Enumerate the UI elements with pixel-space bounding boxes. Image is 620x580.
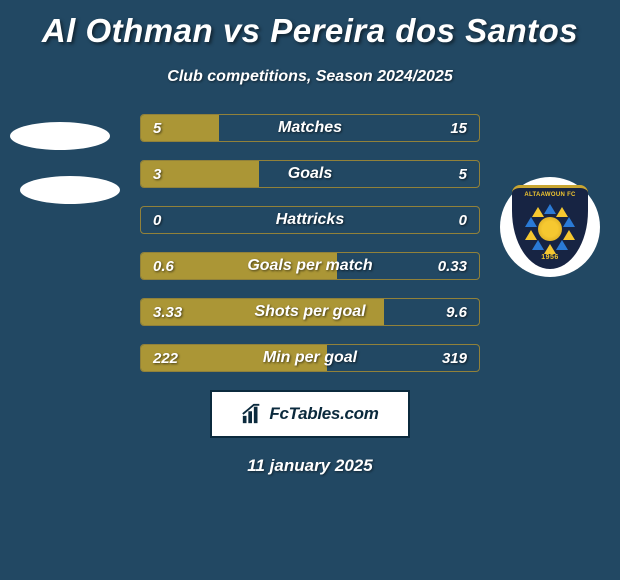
star-icon (556, 240, 568, 250)
stat-bar: 0 0Hattricks (140, 206, 480, 234)
stat-value-right: 0.33 (438, 253, 467, 279)
star-icon (525, 230, 537, 240)
stat-value-right: 15 (450, 115, 467, 141)
star-icon (532, 240, 544, 250)
team-badge-right: ALTAAWOUN FC 1956 (500, 177, 600, 277)
avatar-placeholder (20, 176, 120, 204)
bar-chart-icon (241, 403, 263, 425)
stat-value-right: 5 (459, 161, 467, 187)
badge-top-text: ALTAAWOUN FC (512, 192, 588, 198)
star-icon (544, 204, 556, 214)
stat-value-right: 0 (459, 207, 467, 233)
stat-bar: 3.339.6Shots per goal (140, 298, 480, 326)
stat-value-left: 5 (153, 115, 161, 141)
badge-year: 1956 (512, 254, 588, 261)
comparison-card: Al Othman vs Pereira dos Santos Club com… (0, 0, 620, 580)
stat-bar: 0.60.33Goals per match (140, 252, 480, 280)
ball-icon (538, 217, 562, 241)
page-title: Al Othman vs Pereira dos Santos (0, 0, 620, 50)
star-icon (544, 244, 556, 254)
stat-value-left: 3 (153, 161, 161, 187)
stat-value-left: 222 (153, 345, 178, 371)
shield-inner (524, 203, 576, 255)
avatar-placeholder (10, 122, 110, 150)
stat-bar: 515Matches (140, 114, 480, 142)
star-icon (556, 207, 568, 217)
stat-value-left: 0.6 (153, 253, 174, 279)
star-icon (525, 217, 537, 227)
stat-value-left: 3.33 (153, 299, 182, 325)
shield-icon: ALTAAWOUN FC 1956 (512, 185, 588, 269)
star-icon (563, 217, 575, 227)
stat-value-left: 0 (153, 207, 161, 233)
stat-bar: 222319Min per goal (140, 344, 480, 372)
stat-value-right: 319 (442, 345, 467, 371)
stat-label: Hattricks (141, 207, 479, 233)
date-label: 11 january 2025 (0, 456, 620, 476)
stat-bar: 35Goals (140, 160, 480, 188)
site-logo-box[interactable]: FcTables.com (210, 390, 410, 438)
star-icon (532, 207, 544, 217)
stat-value-right: 9.6 (446, 299, 467, 325)
star-icon (563, 230, 575, 240)
site-name: FcTables.com (269, 404, 378, 424)
subtitle: Club competitions, Season 2024/2025 (0, 68, 620, 86)
